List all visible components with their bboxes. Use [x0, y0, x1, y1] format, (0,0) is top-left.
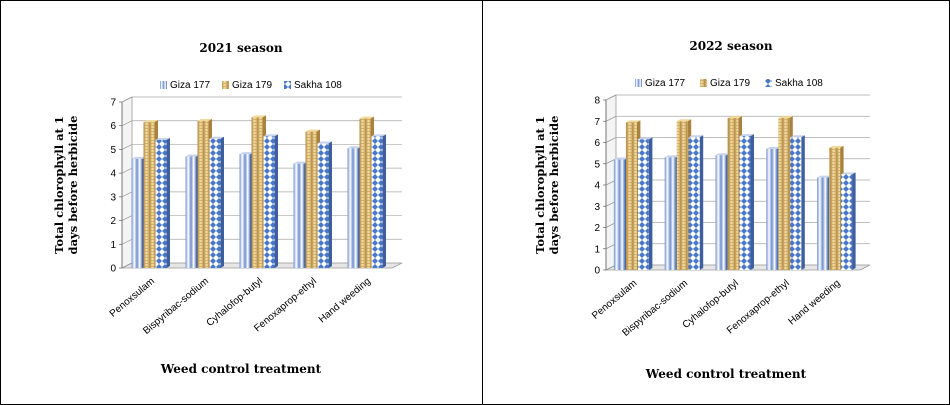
chart-legend: Giza 177 Giza 179 Sakha 108: [635, 78, 823, 89]
legend-item-giza-179: Giza 179: [222, 80, 272, 91]
bar-sakha-108-fenoxaprop-ethyl: [317, 141, 332, 268]
bar-sakha-108-hand-weeding: [371, 134, 386, 268]
plot-area: 012345678PenoxsulamBispyribac-sodiumCyha…: [590, 94, 871, 339]
y-tick-label: 0: [110, 264, 116, 275]
chart-panel-2022: 2022 season Giza 177 Giza 179 Sakha 108 0 1…: [483, 0, 950, 405]
legend-item-sakha-108: Sakha 108: [765, 78, 823, 89]
y-tick-label: 4: [110, 169, 116, 180]
y-tick-label: 4: [594, 181, 600, 192]
gridline-side: [605, 137, 617, 143]
gridline-side: [121, 191, 133, 198]
bar-sakha-108-bispyribac-sodium: [209, 136, 224, 268]
legend-item-giza-177: Giza 177: [635, 78, 685, 89]
y-tick-label: 8: [594, 96, 600, 107]
x-tick-label-cyhalofop-butyl: Cyhalofop-butyl: [205, 276, 265, 329]
chart-2022-season: 2022 season Giza 177 Giza 179 Sakha 108 0 1…: [533, 39, 871, 381]
bar-sakha-108-cyhalofop-butyl: [263, 134, 278, 268]
chart-panel-2021: 2021 season Giza 177 Giza 179 Sakha 108 0 1…: [52, 41, 403, 376]
y-tick-label: 3: [594, 202, 600, 213]
chart-title: 2021 season: [199, 41, 283, 55]
y-tick-label: 6: [594, 138, 600, 149]
chart-title: 2022 season: [689, 39, 773, 53]
gridline-side: [121, 215, 133, 221]
bar-sakha-108-bispyribac-sodium: [688, 135, 704, 270]
gridline-side: [605, 94, 617, 101]
plot-area: 01234567PenoxsulamBispyribac-sodiumCyhal…: [108, 96, 403, 337]
legend-swatch: [635, 79, 642, 87]
y-tick-label: 7: [594, 117, 600, 128]
y-tick-label: 3: [110, 192, 116, 203]
chart-legend: Giza 177 Giza 179 Sakha 108: [160, 80, 342, 91]
bar-sakha-108-penoxsulam: [155, 137, 170, 268]
legend-label: Sakha 108: [294, 80, 342, 91]
legend-swatch: [222, 81, 229, 89]
legend-label: Giza 179: [710, 78, 750, 89]
chart-2021-season: 2021 season Giza 177 Giza 179 Sakha 108 0 1…: [52, 41, 403, 376]
y-tick-label: 1: [594, 244, 600, 255]
bar-sakha-108-fenoxaprop-ethyl: [790, 135, 805, 270]
y-tick-label: 1: [110, 240, 116, 251]
legend-label: Giza 177: [170, 80, 210, 91]
y-axis-title-line-2: days before herbicide: [66, 116, 80, 255]
x-axis-title: Weed control treatment: [160, 362, 322, 376]
y-tick-label: 6: [110, 121, 116, 132]
y-axis-title-line-1: Total chlorophyll at 1: [52, 116, 66, 254]
legend-item-sakha-108: Sakha 108: [284, 80, 342, 91]
legend-label: Sakha 108: [775, 78, 823, 89]
legend-item-giza-179: Giza 179: [700, 78, 750, 89]
gridline-side: [121, 144, 133, 150]
y-tick-label: 0: [594, 266, 600, 277]
y-tick-label: 2: [594, 223, 600, 234]
x-tick-label-penoxsulam: Penoxsulam: [108, 276, 157, 320]
panel-divider: [482, 0, 483, 405]
x-tick-label-hand-weeding: Hand weeding: [317, 276, 373, 326]
x-tick-label-penoxsulam: Penoxsulam: [590, 278, 639, 322]
bar-sakha-108-cyhalofop-butyl: [739, 134, 754, 270]
x-tick-label-hand-weeding: Hand weeding: [786, 278, 842, 328]
legend-swatch: [160, 81, 167, 89]
y-tick-label: 5: [110, 145, 116, 156]
legend-label: Giza 177: [645, 78, 685, 89]
side-wall: [121, 96, 133, 269]
bar-sakha-108-hand-weeding: [841, 172, 856, 270]
y-tick-label: 5: [594, 159, 600, 170]
gridline-side: [121, 262, 133, 269]
legend-label: Giza 179: [232, 80, 272, 91]
gridline-side: [121, 120, 133, 127]
gridline-side: [605, 115, 617, 122]
gridline-side: [121, 238, 133, 245]
bar-sakha-108-penoxsulam: [637, 137, 653, 270]
y-tick-label: 2: [110, 216, 116, 227]
y-axis-title-line-1: Total chlorophyll at 1: [533, 116, 547, 254]
legend-swatch: [700, 79, 707, 87]
y-tick-label: 7: [110, 98, 116, 109]
gridline-side: [121, 96, 133, 103]
x-axis-title: Weed control treatment: [645, 367, 807, 381]
legend-swatch: [284, 81, 291, 89]
legend-item-giza-177: Giza 177: [160, 80, 210, 91]
legend-swatch: [765, 79, 772, 87]
gridline-side: [121, 167, 133, 174]
y-axis-title-line-2: days before herbicide: [547, 116, 561, 255]
